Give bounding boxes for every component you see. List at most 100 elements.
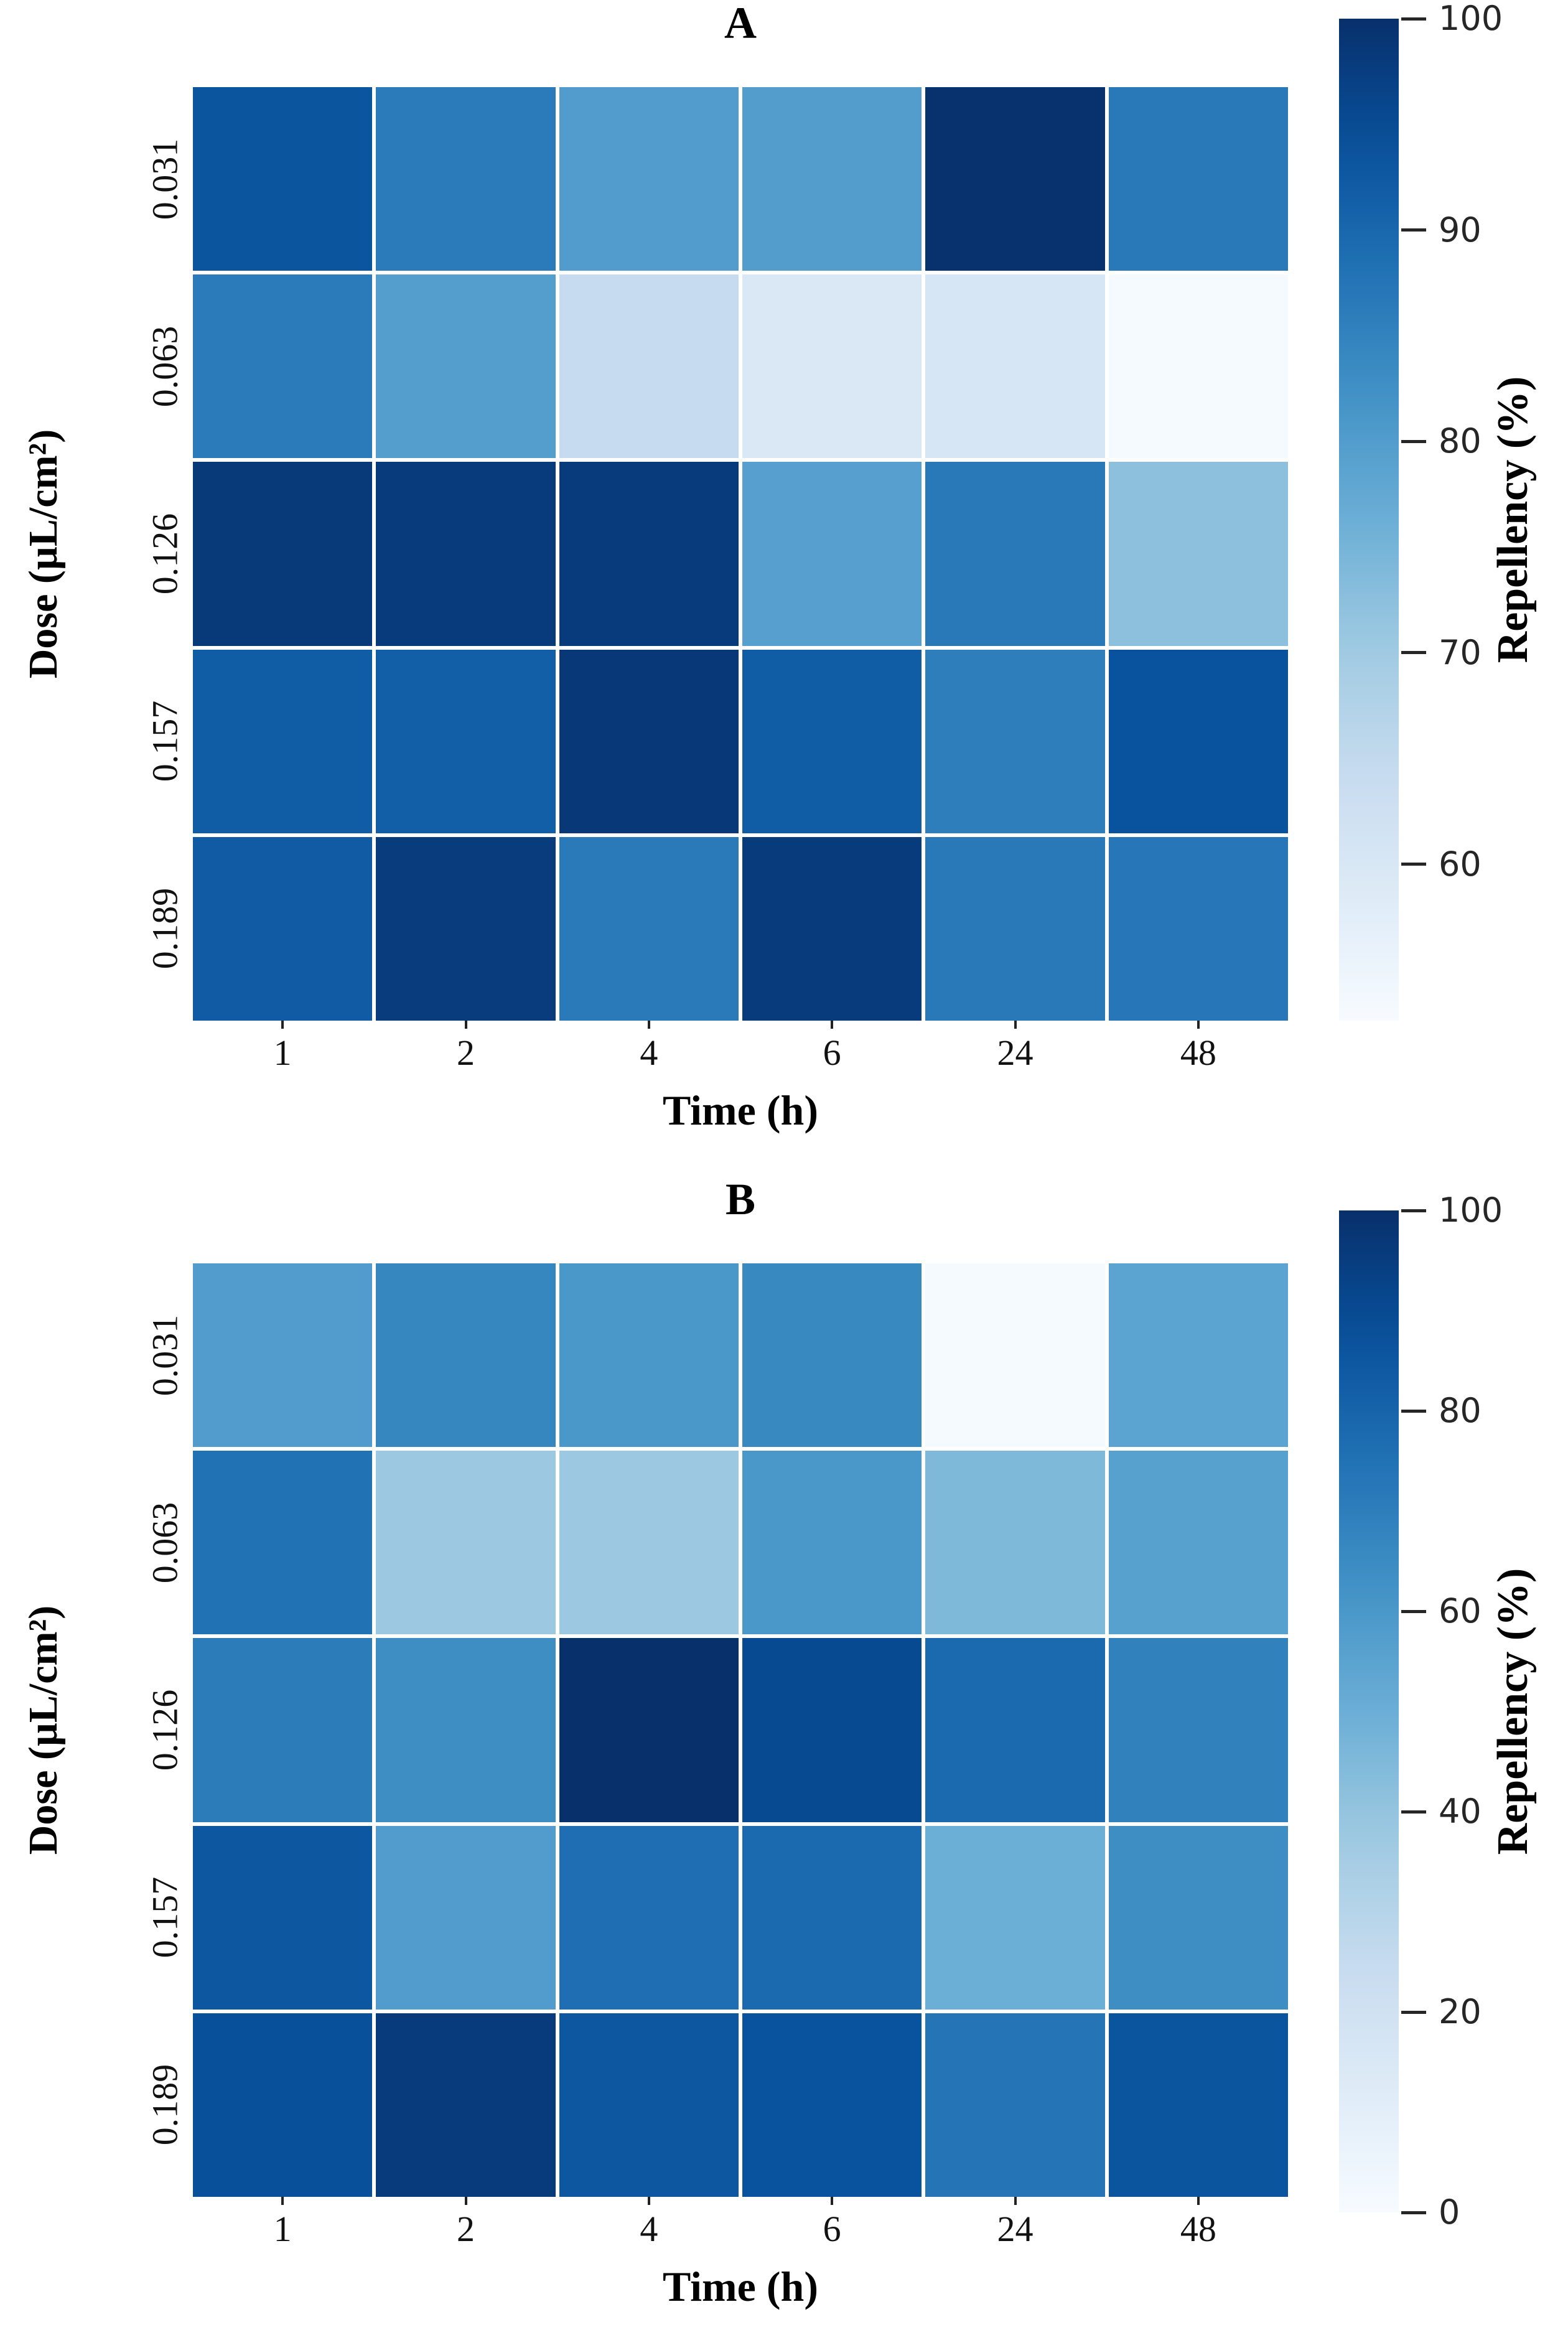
heatmap-cell xyxy=(742,836,922,1021)
colorbar-tick-mark xyxy=(1401,651,1426,655)
heatmap-cell xyxy=(925,1638,1105,1822)
y-tick-label: 0.157 xyxy=(144,1876,185,1959)
x-tick-label: 4 xyxy=(640,1032,658,1073)
y-tick-label: 0.031 xyxy=(144,1314,185,1396)
heatmap-cell xyxy=(1108,1263,1288,1448)
x-tick-mark xyxy=(464,1021,467,1029)
x-tick-label: 48 xyxy=(1180,1032,1216,1073)
y-tick-label: 0.063 xyxy=(144,1502,185,1584)
y-tick-label: 0.031 xyxy=(144,138,185,220)
heatmap-cell xyxy=(925,649,1105,833)
heatmap-cell xyxy=(925,1263,1105,1448)
colorbar-tick-label: 80 xyxy=(1439,1391,1482,1430)
heatmap-cell xyxy=(376,1638,556,1822)
colorbar-tick-label: 60 xyxy=(1439,1591,1482,1631)
panel-b-colorbar-label: Repellency (%) xyxy=(1489,1568,1537,1855)
heatmap-cell xyxy=(193,649,373,833)
heatmap-cell xyxy=(742,1825,922,2010)
y-tick-label: 0.157 xyxy=(144,700,185,782)
x-tick-mark xyxy=(1197,1021,1200,1029)
heatmap-cell xyxy=(925,274,1105,459)
colorbar-tick-label: 90 xyxy=(1439,210,1482,250)
heatmap-cell xyxy=(376,649,556,833)
x-tick-mark xyxy=(281,1021,284,1029)
panel-b-heatmap xyxy=(193,1263,1288,2197)
x-tick-mark xyxy=(464,2197,467,2205)
heatmap-cell xyxy=(193,274,373,459)
colorbar-tick-label: 80 xyxy=(1439,421,1482,461)
colorbar-tick-mark xyxy=(1401,439,1426,443)
heatmap-cell xyxy=(376,1825,556,2010)
heatmap-cell xyxy=(559,836,739,1021)
panel-b-colorbar-gradient xyxy=(1339,1210,1399,2212)
colorbar-tick-label: 60 xyxy=(1439,844,1482,884)
colorbar-tick-label: 100 xyxy=(1439,1191,1503,1230)
heatmap-cell xyxy=(742,462,922,646)
x-tick-mark xyxy=(281,2197,284,2205)
panel-a-colorbar-label: Repellency (%) xyxy=(1489,376,1537,663)
heatmap-cell xyxy=(376,1451,556,1635)
heatmap-cell xyxy=(925,2013,1105,2197)
x-tick-label: 24 xyxy=(997,1032,1034,1073)
heatmap-cell xyxy=(559,649,739,833)
heatmap-cell xyxy=(376,836,556,1021)
heatmap-cell xyxy=(193,1638,373,1822)
heatmap-cell xyxy=(193,1825,373,2010)
heatmap-cell xyxy=(742,2013,922,2197)
colorbar-tick-mark xyxy=(1401,863,1426,866)
x-tick-mark xyxy=(647,1021,650,1029)
colorbar-tick-mark xyxy=(1401,17,1426,21)
x-tick-label: 2 xyxy=(457,2209,475,2249)
x-tick-label: 48 xyxy=(1180,2209,1216,2249)
panel-a-xlabel: Time (h) xyxy=(663,1087,818,1134)
x-tick-mark xyxy=(647,2197,650,2205)
panel-b-ylabel: Dose (µL/cm²) xyxy=(21,1605,66,1855)
x-tick-label: 24 xyxy=(997,2209,1034,2249)
x-tick-mark xyxy=(831,2197,834,2205)
x-tick-mark xyxy=(1197,2197,1200,2205)
heatmap-cell xyxy=(1108,1451,1288,1635)
heatmap-cell xyxy=(559,1263,739,1448)
heatmap-cell xyxy=(742,1263,922,1448)
heatmap-cell xyxy=(193,1451,373,1635)
heatmap-cell xyxy=(742,1451,922,1635)
heatmap-cell xyxy=(1108,2013,1288,2197)
panel-b-xlabel: Time (h) xyxy=(663,2263,818,2310)
heatmap-cell xyxy=(1108,462,1288,646)
y-tick-label: 0.189 xyxy=(144,2064,185,2146)
heatmap-cell xyxy=(376,87,556,271)
heatmap-cell xyxy=(925,836,1105,1021)
heatmap-cell xyxy=(193,462,373,646)
x-tick-mark xyxy=(1014,1021,1017,1029)
heatmap-cell xyxy=(742,1638,922,1822)
colorbar-tick-mark xyxy=(1401,1810,1426,1814)
colorbar-tick-mark xyxy=(1401,1209,1426,1212)
colorbar-tick-mark xyxy=(1401,2211,1426,2214)
panel-a-colorbar-gradient xyxy=(1339,19,1399,1021)
heatmap-cell xyxy=(376,1263,556,1448)
panel-b: B 0.031 0.063 0.126 0.157 0.189 1 2 4 6 24 48 Dos… xyxy=(0,1176,1568,2340)
heatmap-cell xyxy=(559,462,739,646)
colorbar-tick-mark xyxy=(1401,1609,1426,1613)
heatmap-cell xyxy=(376,2013,556,2197)
heatmap-cell xyxy=(742,649,922,833)
x-tick-label: 1 xyxy=(273,2209,292,2249)
heatmap-cell xyxy=(925,1825,1105,2010)
heatmap-cell xyxy=(376,462,556,646)
panel-b-title: B xyxy=(725,1174,756,1224)
heatmap-cell xyxy=(193,87,373,271)
colorbar-tick-label: 0 xyxy=(1439,2193,1460,2232)
x-tick-label: 6 xyxy=(823,1032,841,1073)
heatmap-cell xyxy=(559,1451,739,1635)
colorbar-tick-mark xyxy=(1401,1409,1426,1413)
heatmap-cell xyxy=(559,87,739,271)
panel-a-heatmap xyxy=(193,87,1288,1021)
heatmap-cell xyxy=(1108,87,1288,271)
colorbar-tick-label: 70 xyxy=(1439,632,1482,672)
heatmap-cell xyxy=(193,2013,373,2197)
heatmap-cell xyxy=(193,836,373,1021)
heatmap-cell xyxy=(925,87,1105,271)
heatmap-cell xyxy=(559,1638,739,1822)
colorbar-tick-label: 100 xyxy=(1439,0,1503,38)
